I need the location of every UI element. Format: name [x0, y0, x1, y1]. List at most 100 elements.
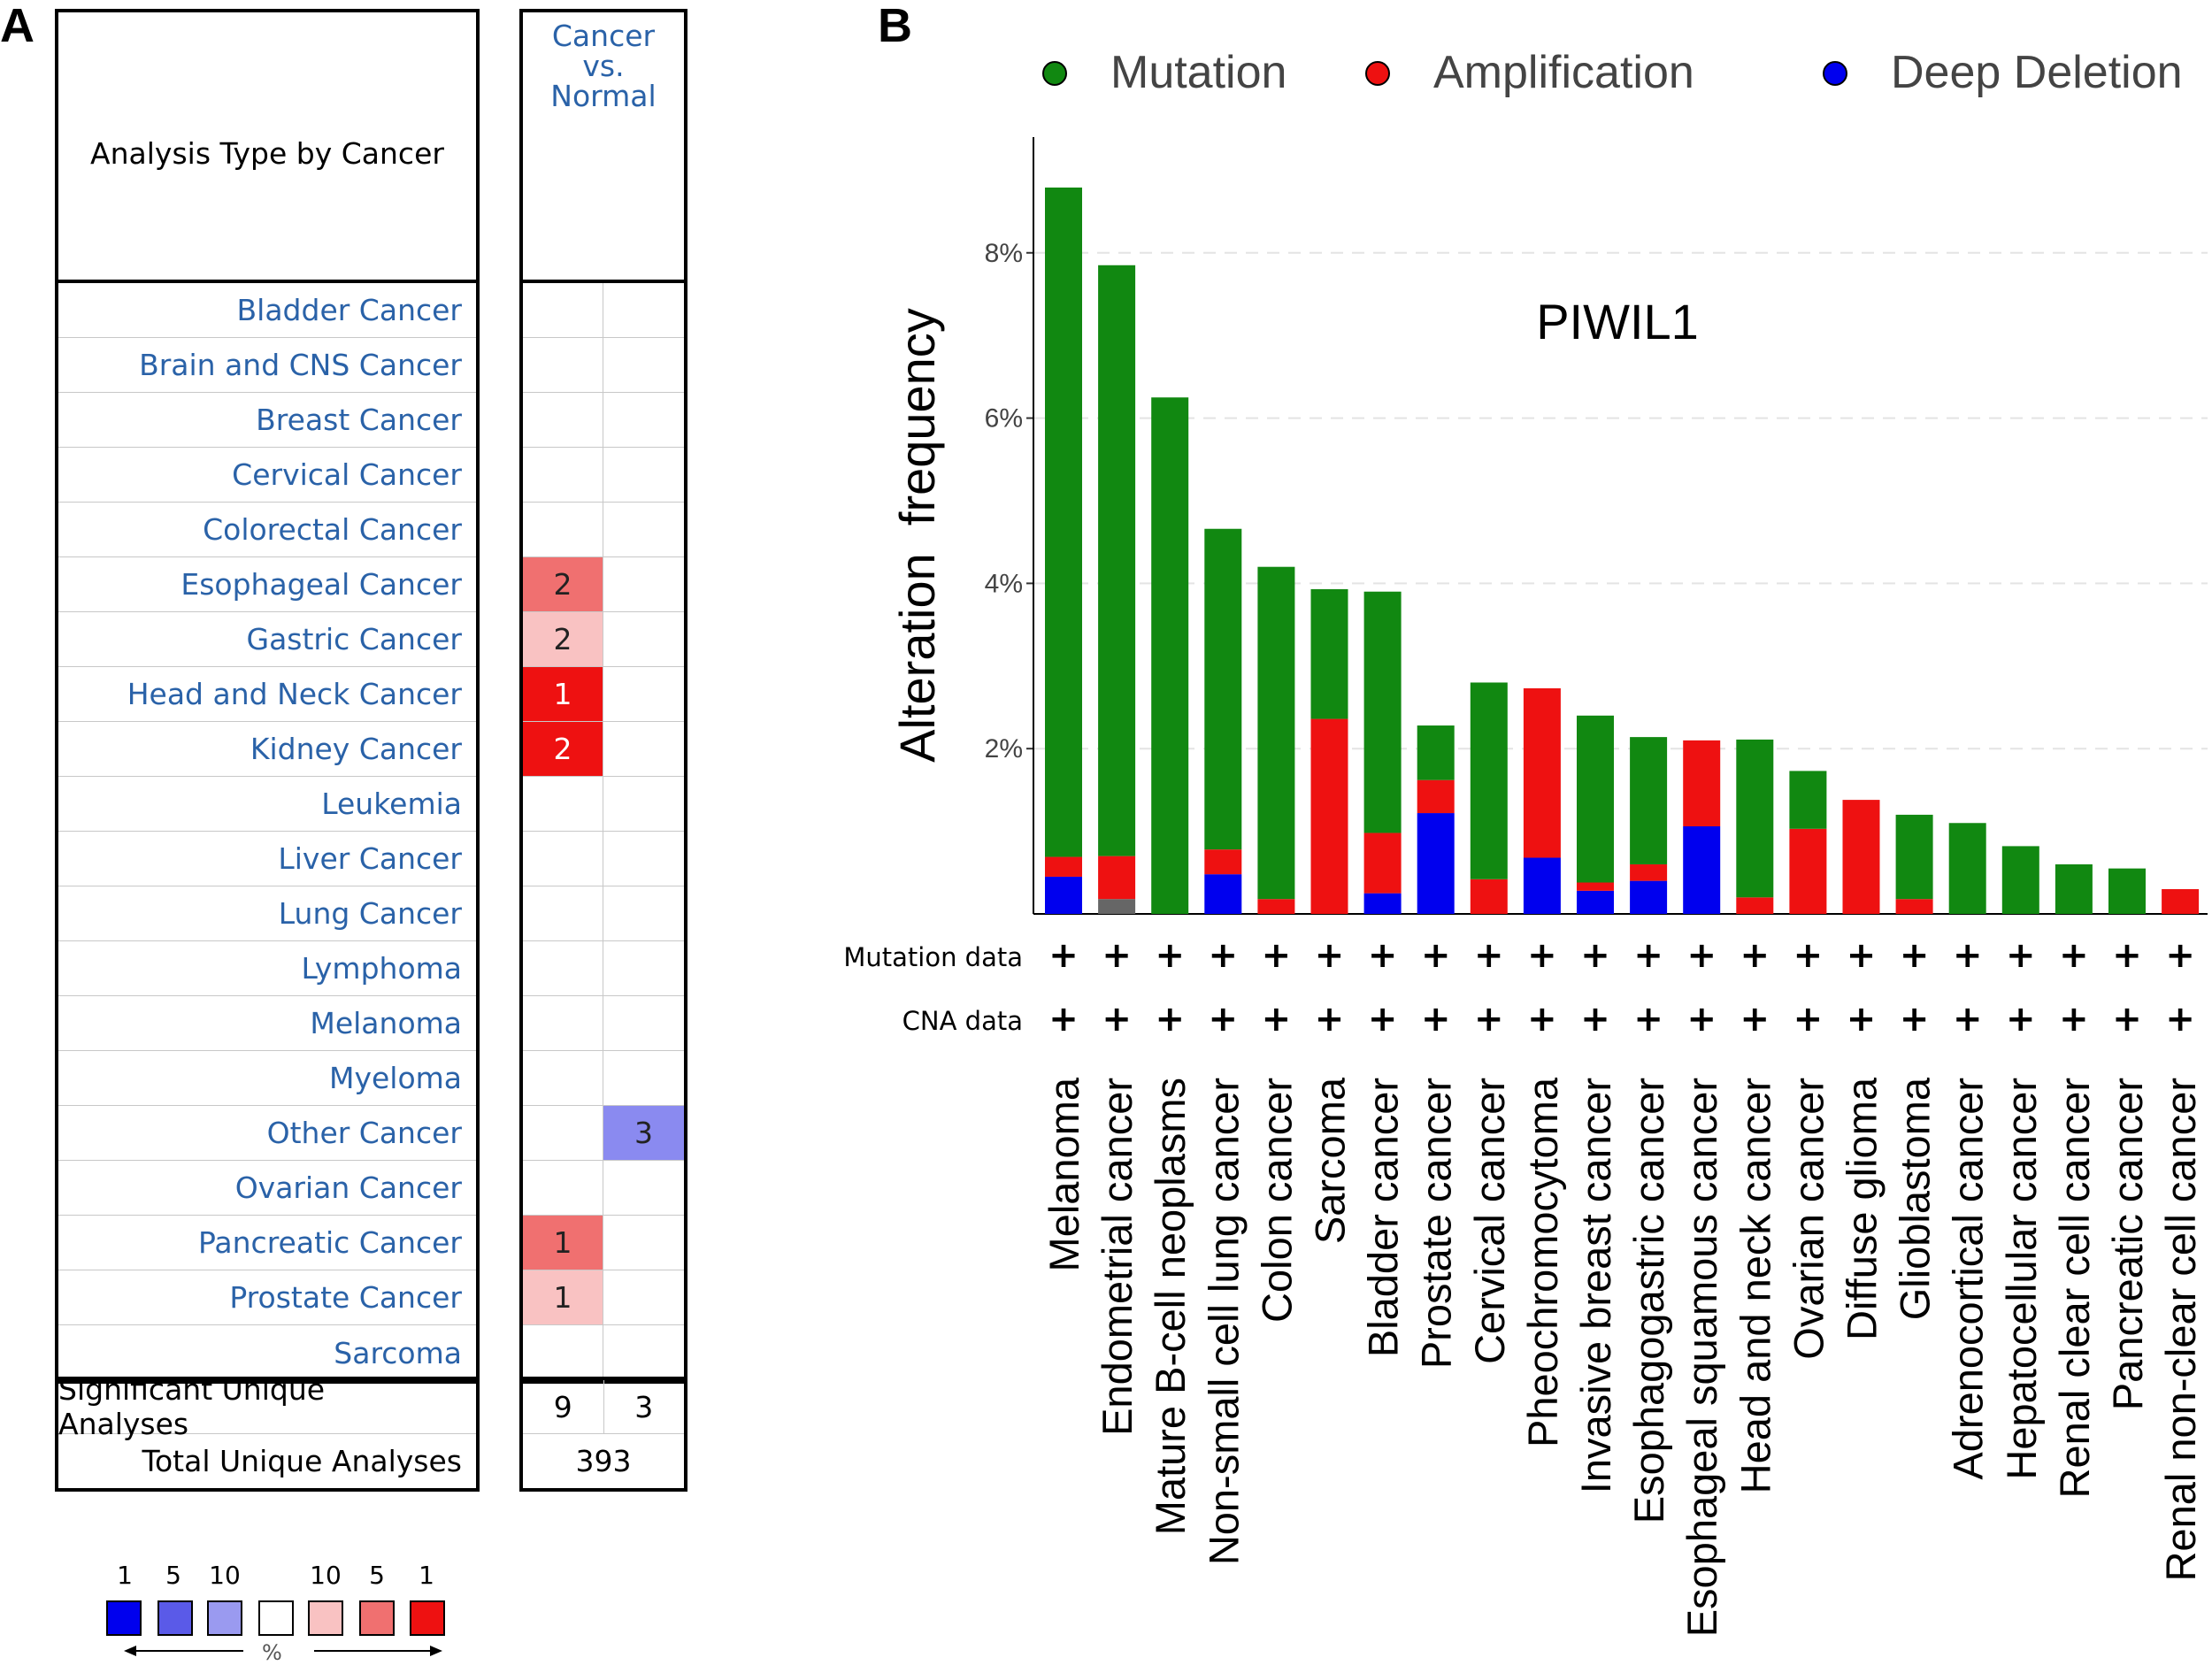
overexpression-cell — [523, 393, 604, 447]
mutation-data-plus: + — [1155, 935, 1185, 976]
bar-segment-deep-deletion — [1683, 825, 1721, 914]
overexpression-cell — [523, 941, 604, 995]
cancer-type-row[interactable]: Breast Cancer — [58, 393, 476, 448]
cancer-type-row[interactable]: Pancreatic Cancer — [58, 1216, 476, 1270]
bar-segment-amplification — [1789, 828, 1827, 914]
y-axis-label: Alteration frequency — [889, 308, 945, 763]
bar-segment-deep-deletion — [1417, 813, 1455, 914]
mutation-legend-dot — [1042, 61, 1067, 86]
mutation-data-plus: + — [1474, 935, 1504, 976]
bar-segment-mutation — [1045, 187, 1082, 857]
bar-segment-deep-deletion — [1045, 876, 1082, 914]
cancer-type-row[interactable]: Cervical Cancer — [58, 448, 476, 503]
bar-segment-mutation — [1310, 588, 1348, 719]
bar-segment-mutation — [1151, 397, 1189, 915]
cancer-type-row[interactable]: Ovarian Cancer — [58, 1161, 476, 1216]
mutation-data-plus: + — [1527, 935, 1557, 976]
cancer-type-row[interactable]: Head and Neck Cancer — [58, 667, 476, 722]
bar-segment-amplification — [1310, 718, 1348, 914]
cancer-vs-normal-row: 3 — [523, 1106, 684, 1161]
chart-title: PIWIL1 — [1536, 294, 1699, 349]
x-category-label: Adrenocortical cancer — [1945, 1078, 1992, 1480]
cancer-type-row[interactable]: Brain and CNS Cancer — [58, 338, 476, 393]
mutation-data-plus: + — [1209, 935, 1239, 976]
mutation-data-plus: + — [1421, 935, 1451, 976]
cancer-vs-normal-row: 2 — [523, 557, 684, 612]
cancer-type-row[interactable]: Lymphoma — [58, 941, 476, 996]
cancer-type-row[interactable]: Leukemia — [58, 777, 476, 832]
cna-data-plus: + — [2165, 999, 2195, 1040]
mutation-data-plus: + — [1686, 935, 1717, 976]
cancer-type-row[interactable]: Other Cancer — [58, 1106, 476, 1161]
cancer-vs-normal-row — [523, 338, 684, 393]
cancer-type-row[interactable]: Melanoma — [58, 996, 476, 1051]
y-tick-label: 4% — [985, 569, 1023, 598]
mutation-data-plus: + — [1847, 935, 1877, 976]
mutation-data-plus: + — [1048, 935, 1079, 976]
overexpression-cell[interactable]: 1 — [523, 667, 604, 721]
bar-segment-amplification — [1045, 856, 1082, 877]
underexpression-cell[interactable]: 3 — [603, 1106, 684, 1160]
mutation-data-plus: + — [1793, 935, 1824, 976]
bar-segment-mutation — [1363, 591, 1402, 833]
bar-segment-amplification — [1630, 863, 1668, 881]
overexpression-cell — [523, 1161, 604, 1215]
cancer-vs-normal-row — [523, 503, 684, 557]
legend-tick: 10 — [310, 1561, 342, 1590]
x-category-label: Esophagogastric cancer — [1625, 1078, 1672, 1523]
panel-b-letter: B — [878, 0, 912, 52]
mutation-data-plus: + — [1368, 935, 1398, 976]
cna-data-plus: + — [1474, 999, 1504, 1040]
cancer-type-row[interactable]: Esophageal Cancer — [58, 557, 476, 612]
cancer-type-row[interactable]: Myeloma — [58, 1051, 476, 1106]
legend-swatch — [258, 1600, 294, 1636]
analysis-type-header-label: Analysis Type by Cancer — [90, 136, 444, 171]
cancer-type-row[interactable]: Prostate Cancer — [58, 1270, 476, 1325]
amplification-legend-dot — [1365, 61, 1390, 86]
bar-segment-mutation — [2108, 868, 2146, 914]
y-tick-label: 6% — [985, 404, 1023, 434]
cancer-type-row[interactable]: Sarcoma — [334, 1335, 462, 1370]
cancer-type-row[interactable]: Bladder Cancer — [58, 283, 476, 338]
cancer-vs-normal-row — [523, 1051, 684, 1106]
x-category-label: Head and neck cancer — [1732, 1078, 1778, 1493]
x-category-label: Glioblastoma — [1892, 1077, 1939, 1320]
mutation-legend-label: Mutation — [1110, 47, 1287, 98]
x-category-label: Esophageal squamous cancer — [1678, 1078, 1725, 1637]
cancer-vs-normal-row — [523, 832, 684, 886]
cna-data-plus: + — [1580, 999, 1610, 1040]
overexpression-cell[interactable]: 1 — [523, 1216, 604, 1270]
header-right-line-1: Cancer — [551, 19, 656, 53]
cancer-type-row[interactable]: Liver Cancer — [58, 832, 476, 886]
overexpression-cell[interactable]: 1 — [523, 1270, 604, 1324]
overexpression-cell — [523, 777, 604, 831]
bar-segment-deep-deletion — [1630, 880, 1668, 914]
mutation-data-plus: + — [1315, 935, 1345, 976]
summary-values: 9 3 393 — [519, 1377, 687, 1492]
cancer-type-row[interactable]: Colorectal Cancer — [58, 503, 476, 557]
x-category-label: Hepatocellular cancer — [1998, 1078, 2045, 1480]
mutation-data-plus: + — [1900, 935, 1930, 976]
cancer-vs-normal-row — [523, 777, 684, 832]
cancer-vs-normal-row — [523, 283, 684, 338]
overexpression-cell — [523, 1325, 604, 1380]
bar-segment-deep-deletion — [1577, 890, 1614, 914]
overexpression-cell[interactable]: 2 — [523, 612, 604, 666]
amplification-legend-label: Amplification — [1433, 47, 1694, 98]
overexpression-cell — [523, 1106, 604, 1160]
cancer-type-row[interactable]: Lung Cancer — [58, 886, 476, 941]
cna-data-plus: + — [1048, 999, 1079, 1040]
cancer-type-row[interactable]: Gastric Cancer — [58, 612, 476, 667]
bar-segment-mutation — [1417, 725, 1455, 780]
y-tick-label: 2% — [985, 734, 1023, 764]
cancer-vs-normal-row — [523, 1161, 684, 1216]
deep-deletion-legend-dot — [1823, 61, 1847, 86]
overexpression-cell[interactable]: 2 — [523, 557, 604, 611]
cna-data-plus: + — [1900, 999, 1930, 1040]
cna-data-plus: + — [1633, 999, 1663, 1040]
bar-segment-mutation — [1789, 771, 1827, 829]
cna-data-plus: + — [1368, 999, 1398, 1040]
bar-segment-deep-deletion — [1204, 874, 1242, 914]
overexpression-cell[interactable]: 2 — [523, 722, 604, 776]
cancer-type-row[interactable]: Kidney Cancer — [58, 722, 476, 777]
